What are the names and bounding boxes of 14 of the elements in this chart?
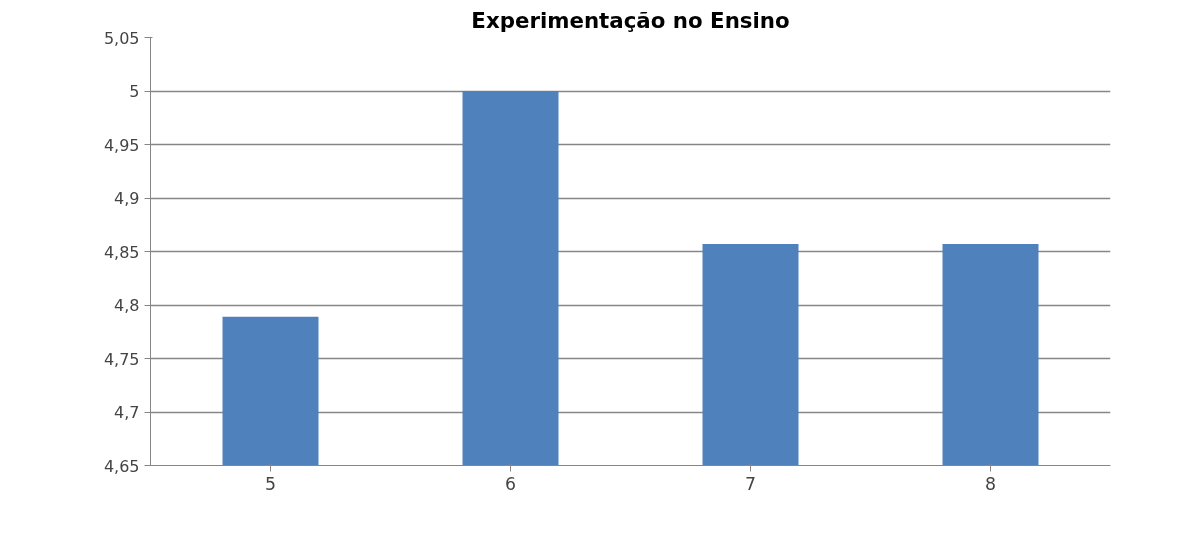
x-tick-label: 5 [264, 473, 277, 494]
y-tick-label: 4,75 [103, 349, 140, 369]
y-tick-label: 4,65 [103, 456, 140, 476]
x-tick-label: 6 [504, 473, 517, 494]
y-tick-label: 5,05 [103, 28, 140, 48]
y-tick-label: 4,95 [103, 135, 140, 155]
y-tick-label: 4,7 [114, 403, 140, 422]
chart-title: Experimentação no Ensino [471, 7, 790, 33]
y-tick-label: 4,9 [114, 189, 140, 208]
y-tick-label: 5 [129, 82, 140, 101]
y-tick-label: 4,85 [103, 242, 140, 262]
x-tick-label: 8 [984, 473, 997, 494]
x-tick-label: 7 [744, 473, 757, 494]
y-tick-label: 4,8 [114, 296, 140, 315]
